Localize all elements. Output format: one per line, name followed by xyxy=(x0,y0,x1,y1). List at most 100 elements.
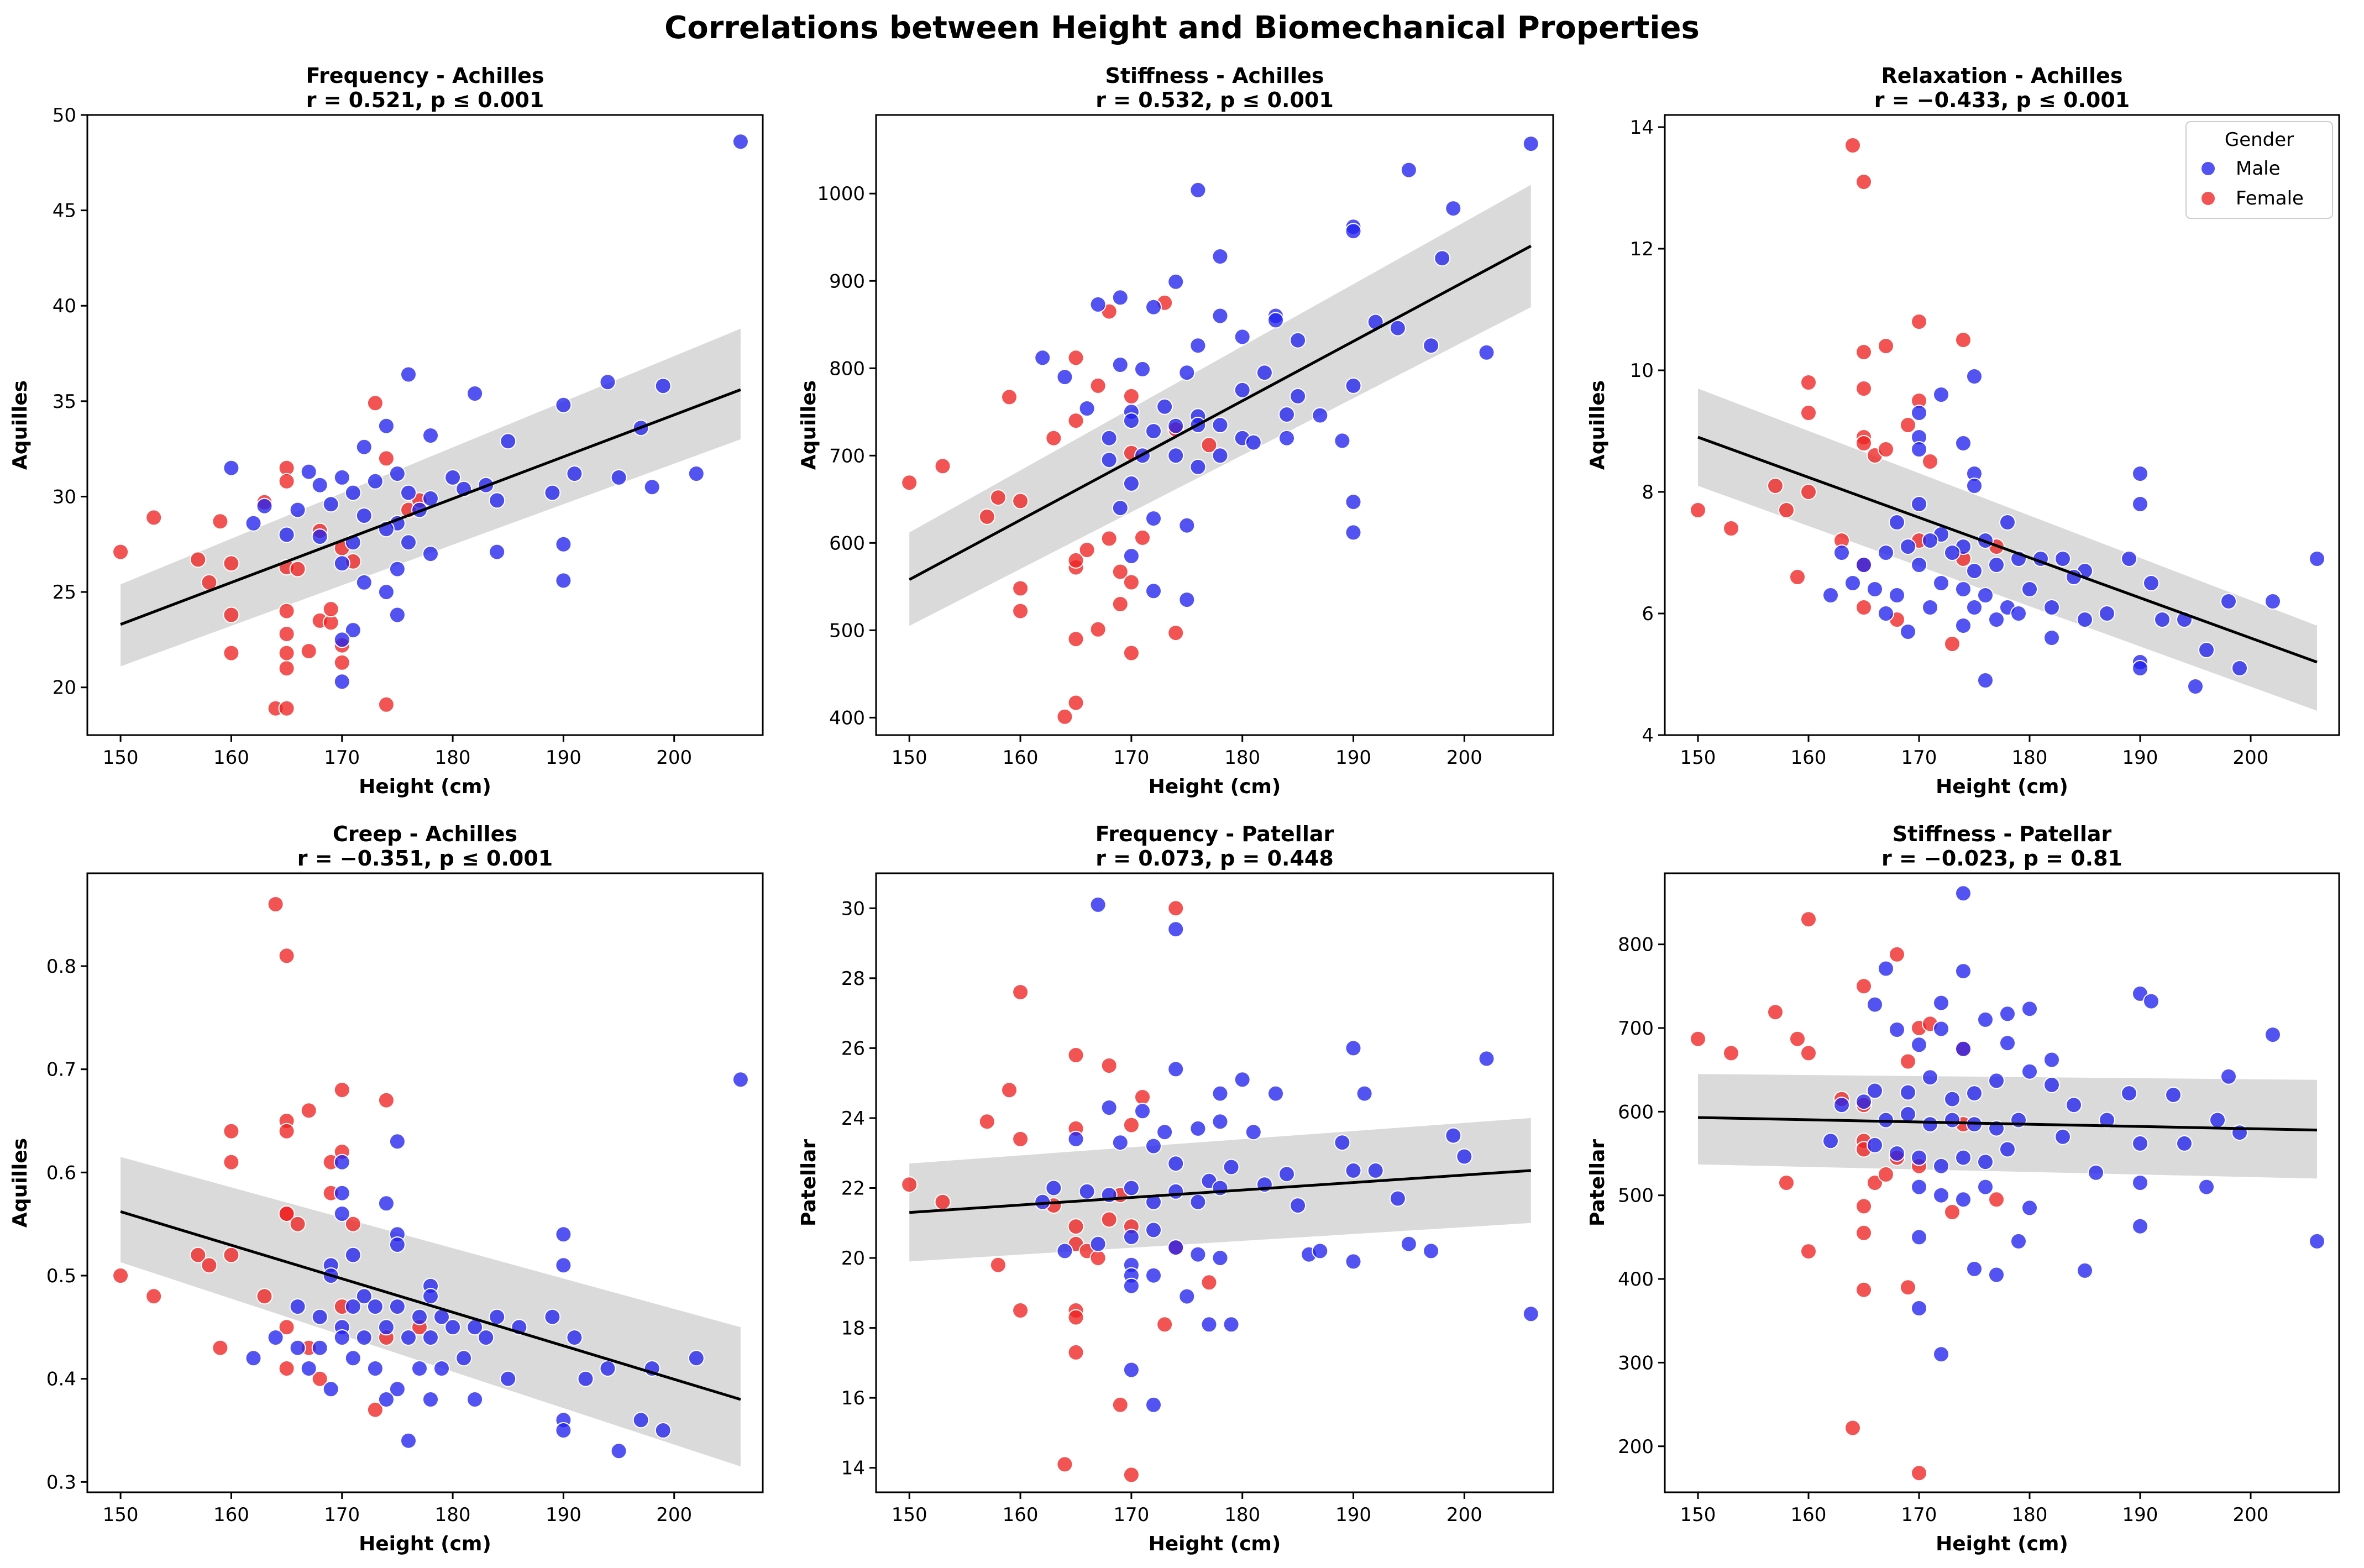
male-point xyxy=(1389,1190,1406,1207)
subplot-subtitle: r = 0.073, p = 0.448 xyxy=(1095,846,1334,870)
legend-box xyxy=(2185,121,2333,219)
male-point xyxy=(1123,1361,1140,1378)
x-tick-label: 160 xyxy=(1003,747,1039,769)
x-tick-label: 170 xyxy=(1901,747,1937,769)
male-point xyxy=(2054,550,2071,567)
x-tick-label: 150 xyxy=(103,747,139,769)
male-point xyxy=(1955,963,1972,980)
male-point xyxy=(1867,1082,1883,1099)
female-point xyxy=(223,1246,240,1263)
female-point xyxy=(1056,1456,1073,1473)
female-point xyxy=(1134,529,1151,546)
male-point xyxy=(267,1329,284,1346)
female-point xyxy=(1855,174,1872,190)
male-point xyxy=(1966,368,1983,385)
male-point xyxy=(422,427,439,444)
male-point xyxy=(366,1298,384,1315)
male-point xyxy=(1167,1061,1184,1078)
y-tick-label: 0.3 xyxy=(46,1471,76,1493)
y-tick-label: 0.4 xyxy=(46,1368,76,1391)
male-point xyxy=(1966,563,1983,579)
male-point xyxy=(2165,1087,2182,1104)
male-point xyxy=(1878,605,1894,622)
female-point xyxy=(289,1215,306,1233)
male-point xyxy=(1345,494,1362,511)
male-point xyxy=(1178,517,1196,534)
male-point xyxy=(1955,581,1972,597)
x-axis-label: Height (cm) xyxy=(1149,1533,1281,1555)
male-point xyxy=(400,534,417,551)
y-axis-label: Aquilles xyxy=(798,380,820,470)
male-point xyxy=(500,433,517,450)
male-point xyxy=(1822,587,1839,604)
female-point xyxy=(278,1319,295,1336)
male-point xyxy=(1911,496,1927,512)
regression-line xyxy=(1697,1116,2318,1132)
legend-marker-female xyxy=(2200,191,2216,206)
male-point xyxy=(1312,407,1329,424)
female-point xyxy=(1855,1224,1872,1241)
male-point xyxy=(378,1195,395,1212)
male-point xyxy=(1911,405,1927,421)
y-tick-label: 500 xyxy=(1618,1185,1654,1207)
female-point xyxy=(1012,580,1029,597)
male-point xyxy=(654,1422,672,1439)
x-tick-label: 200 xyxy=(656,747,692,769)
female-point xyxy=(378,450,395,467)
male-point xyxy=(1855,1093,1872,1110)
male-point xyxy=(322,1381,339,1398)
male-point xyxy=(2021,1063,2038,1080)
male-point xyxy=(1034,349,1051,366)
male-point xyxy=(466,1391,484,1408)
male-point xyxy=(2143,993,2159,1010)
male-point xyxy=(1123,1179,1140,1197)
male-point xyxy=(1944,1111,1961,1129)
male-point xyxy=(2010,1233,2027,1250)
x-tick-label: 150 xyxy=(1680,747,1716,769)
male-point xyxy=(400,484,417,501)
female-point xyxy=(1201,1274,1218,1291)
male-point xyxy=(1922,1116,1938,1133)
female-point xyxy=(1889,946,1905,963)
y-tick-label: 400 xyxy=(829,707,865,729)
plot-frame xyxy=(86,872,764,1493)
male-point xyxy=(422,1391,439,1408)
x-tick-label: 200 xyxy=(656,1504,692,1526)
female-point xyxy=(1922,453,1938,470)
male-point xyxy=(1145,583,1162,600)
y-tick-label: 0.5 xyxy=(46,1265,76,1287)
female-point xyxy=(1900,1279,1916,1296)
male-point xyxy=(289,1339,306,1356)
male-point xyxy=(2198,642,2215,658)
x-tick-label: 160 xyxy=(213,1504,249,1526)
male-point xyxy=(1966,1260,1983,1277)
male-point xyxy=(1145,423,1162,440)
male-point xyxy=(1922,1069,1938,1086)
subplot-title: Relaxation - Achilles xyxy=(1881,64,2123,88)
male-point xyxy=(1212,447,1229,464)
male-point xyxy=(2309,1233,2325,1250)
y-tick-label: 0.8 xyxy=(46,956,76,978)
x-tick-label: 190 xyxy=(2122,747,2158,769)
female-point xyxy=(1988,1191,2005,1208)
male-point xyxy=(1400,161,1417,179)
female-point xyxy=(190,551,207,568)
female-point xyxy=(1767,1004,1784,1021)
male-point xyxy=(355,574,373,591)
y-tick-label: 700 xyxy=(829,445,865,467)
male-point xyxy=(1089,296,1107,313)
female-point xyxy=(1911,1465,1927,1482)
y-tick-label: 800 xyxy=(829,358,865,380)
female-point xyxy=(278,602,295,620)
y-tick-label: 22 xyxy=(841,1177,865,1199)
male-point xyxy=(2021,581,2038,597)
female-point xyxy=(212,1339,229,1356)
male-point xyxy=(1933,1157,1949,1174)
male-point xyxy=(389,606,406,623)
female-point xyxy=(300,1102,317,1119)
female-point xyxy=(1100,1057,1118,1074)
male-point xyxy=(1145,510,1162,527)
male-point xyxy=(688,465,705,482)
male-point xyxy=(1844,575,1861,591)
